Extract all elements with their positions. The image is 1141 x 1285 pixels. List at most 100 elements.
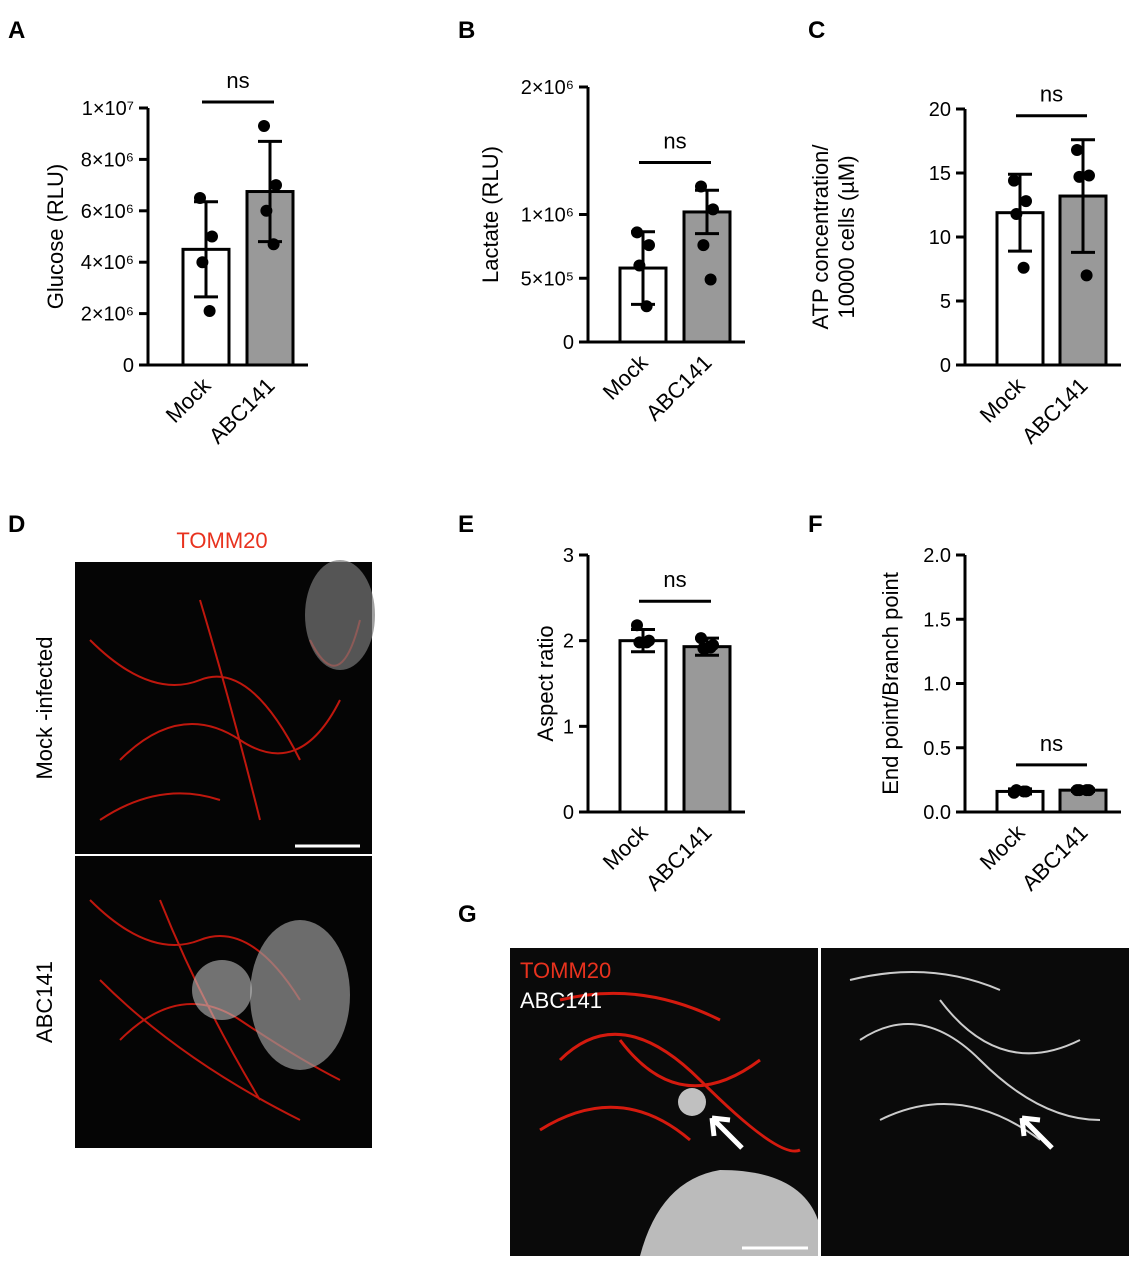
- data-point: [1083, 169, 1095, 182]
- y-tick-label: 6×10⁶: [81, 201, 134, 223]
- x-tick-label: ABC141: [1017, 373, 1093, 449]
- micrograph: [821, 948, 1129, 1256]
- x-tick-label: Mock: [161, 372, 217, 428]
- data-point: [640, 636, 653, 649]
- y-tick-label: 0.0: [923, 802, 951, 824]
- data-point: [643, 239, 655, 252]
- y-axis-label: 10000 cells (µM): [834, 155, 859, 318]
- y-tick-label: 2.0: [923, 545, 951, 567]
- y-tick-label: 3: [563, 545, 574, 567]
- nucleus: [640, 1170, 818, 1256]
- bar: [618, 639, 668, 814]
- data-point: [1071, 143, 1083, 156]
- y-tick-label: 4×10⁶: [81, 252, 134, 274]
- y-tick-label: 1×10⁶: [521, 205, 574, 227]
- y-axis-label: Lactate (RLU): [478, 146, 503, 283]
- nucleus: [250, 920, 350, 1070]
- row-label: Mock -infected: [32, 636, 57, 779]
- y-tick-label: 1.5: [923, 609, 951, 631]
- panel-label: F: [808, 511, 823, 538]
- x-tick-label: ABC141: [641, 350, 717, 426]
- mitochondria-texture: [849, 971, 1101, 1141]
- data-point: [633, 259, 646, 272]
- significance-label: ns: [1040, 82, 1063, 107]
- significance-label: ns: [663, 128, 686, 153]
- stain-label: TOMM20: [176, 528, 267, 553]
- significance-label: ns: [226, 68, 249, 93]
- x-tick-label: Mock: [598, 349, 654, 405]
- panel-label: B: [458, 17, 475, 44]
- mitochondria-texture: [539, 991, 801, 1153]
- data-point: [1008, 174, 1020, 187]
- data-point: [695, 180, 707, 193]
- x-tick-label: Mock: [598, 819, 654, 875]
- arrow: [709, 1115, 744, 1150]
- x-tick-label: Mock: [975, 372, 1031, 428]
- y-tick-label: 15: [929, 163, 951, 185]
- data-point: [640, 300, 653, 313]
- row-label: ABC141: [32, 961, 57, 1043]
- data-point: [704, 273, 717, 286]
- y-tick-label: 5: [940, 291, 951, 313]
- error-bar: [1071, 138, 1095, 254]
- data-point: [260, 204, 273, 217]
- data-point: [258, 119, 270, 132]
- panel-label: A: [8, 17, 25, 44]
- inclusion: [192, 960, 252, 1020]
- y-tick-label: 0: [940, 355, 951, 377]
- data-point: [270, 179, 282, 192]
- x-tick-label: ABC141: [204, 373, 280, 449]
- x-tick-label: ABC141: [1017, 820, 1093, 896]
- data-point: [1080, 269, 1093, 282]
- y-axis-label: ATP concentration/: [808, 144, 833, 330]
- data-point: [1073, 170, 1086, 183]
- data-point: [1017, 261, 1030, 274]
- y-tick-label: 2×10⁶: [81, 304, 134, 326]
- data-point: [267, 238, 280, 251]
- arrow: [1019, 1115, 1054, 1150]
- nucleus: [305, 560, 375, 670]
- y-tick-label: 8×10⁶: [81, 149, 134, 171]
- x-tick-label: ABC141: [641, 820, 717, 896]
- panel-label: G: [458, 901, 477, 928]
- data-point: [203, 305, 216, 318]
- significance-label: ns: [663, 567, 686, 592]
- bar: [1058, 194, 1108, 367]
- data-point: [697, 239, 710, 252]
- x-tick-label: Mock: [975, 819, 1031, 875]
- y-tick-label: 0: [563, 802, 574, 824]
- mitochondria-texture: [89, 599, 361, 1121]
- data-point: [196, 256, 209, 269]
- y-tick-label: 5×10⁵: [521, 268, 574, 290]
- y-tick-label: 2×10⁶: [521, 77, 574, 99]
- y-tick-label: 0.5: [923, 738, 951, 760]
- stain-label: ABC141: [520, 988, 602, 1013]
- significance-label: ns: [1040, 731, 1063, 756]
- y-axis-label: End point/Branch point: [878, 572, 903, 795]
- data-point: [1080, 784, 1093, 797]
- data-point: [1017, 785, 1030, 798]
- y-tick-label: 1×10⁷: [82, 98, 134, 120]
- y-tick-label: 1: [563, 716, 574, 738]
- data-point: [206, 230, 218, 243]
- data-point: [695, 632, 707, 645]
- data-point: [1020, 195, 1032, 208]
- y-tick-label: 2: [563, 631, 574, 653]
- data-point: [631, 226, 643, 239]
- y-axis-label: Glucose (RLU): [43, 164, 68, 309]
- panel-label: C: [808, 17, 825, 44]
- y-tick-label: 20: [929, 99, 951, 121]
- panel-label: E: [458, 511, 474, 538]
- y-tick-label: 0: [563, 332, 574, 354]
- panel-label: D: [8, 511, 25, 538]
- stain-label: TOMM20: [520, 958, 611, 983]
- data-point: [704, 641, 717, 654]
- y-axis-label: Aspect ratio: [533, 625, 558, 741]
- data-point: [707, 203, 719, 216]
- bar: [682, 645, 732, 814]
- y-tick-label: 10: [929, 227, 951, 249]
- y-tick-label: 0: [123, 355, 134, 377]
- data-point: [631, 619, 643, 632]
- y-tick-label: 1.0: [923, 674, 951, 696]
